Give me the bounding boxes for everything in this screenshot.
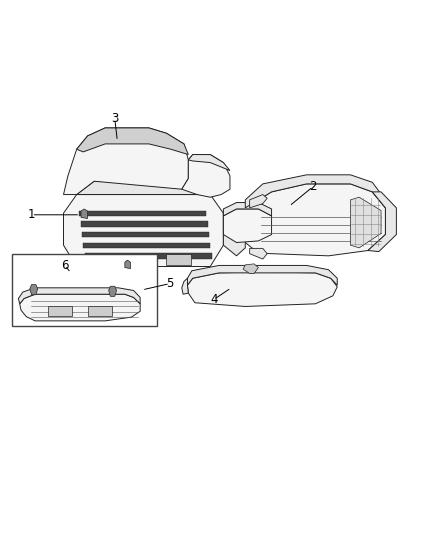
Polygon shape (223, 203, 272, 216)
Polygon shape (79, 211, 206, 216)
Bar (96, 254, 120, 265)
Polygon shape (81, 221, 208, 227)
Polygon shape (18, 288, 140, 304)
Bar (48, 306, 72, 316)
Polygon shape (30, 285, 38, 295)
Polygon shape (81, 209, 88, 219)
Text: 4: 4 (210, 293, 218, 306)
Text: 3: 3 (111, 112, 118, 125)
Polygon shape (77, 181, 228, 195)
Polygon shape (82, 232, 209, 237)
Polygon shape (250, 195, 267, 208)
Polygon shape (182, 155, 230, 197)
Bar (131, 254, 155, 265)
Polygon shape (187, 272, 337, 306)
Polygon shape (368, 192, 396, 252)
Polygon shape (77, 128, 188, 155)
Polygon shape (350, 197, 381, 248)
Text: 5: 5 (166, 277, 173, 290)
Polygon shape (187, 265, 337, 285)
Polygon shape (243, 264, 258, 273)
Polygon shape (245, 175, 385, 208)
Polygon shape (85, 253, 212, 259)
Polygon shape (223, 209, 272, 243)
Polygon shape (223, 213, 245, 256)
Polygon shape (182, 278, 188, 294)
Text: 2: 2 (309, 180, 317, 193)
Text: 6: 6 (61, 259, 69, 272)
Bar (166, 254, 191, 265)
Bar (88, 306, 112, 316)
Polygon shape (125, 260, 131, 269)
Polygon shape (64, 195, 223, 266)
Bar (12, 254, 157, 326)
Polygon shape (20, 294, 140, 321)
Text: 1: 1 (28, 208, 35, 221)
Polygon shape (83, 243, 210, 248)
Polygon shape (109, 286, 117, 296)
Polygon shape (245, 184, 385, 256)
Polygon shape (64, 128, 188, 195)
Polygon shape (188, 155, 230, 171)
Polygon shape (250, 248, 267, 259)
